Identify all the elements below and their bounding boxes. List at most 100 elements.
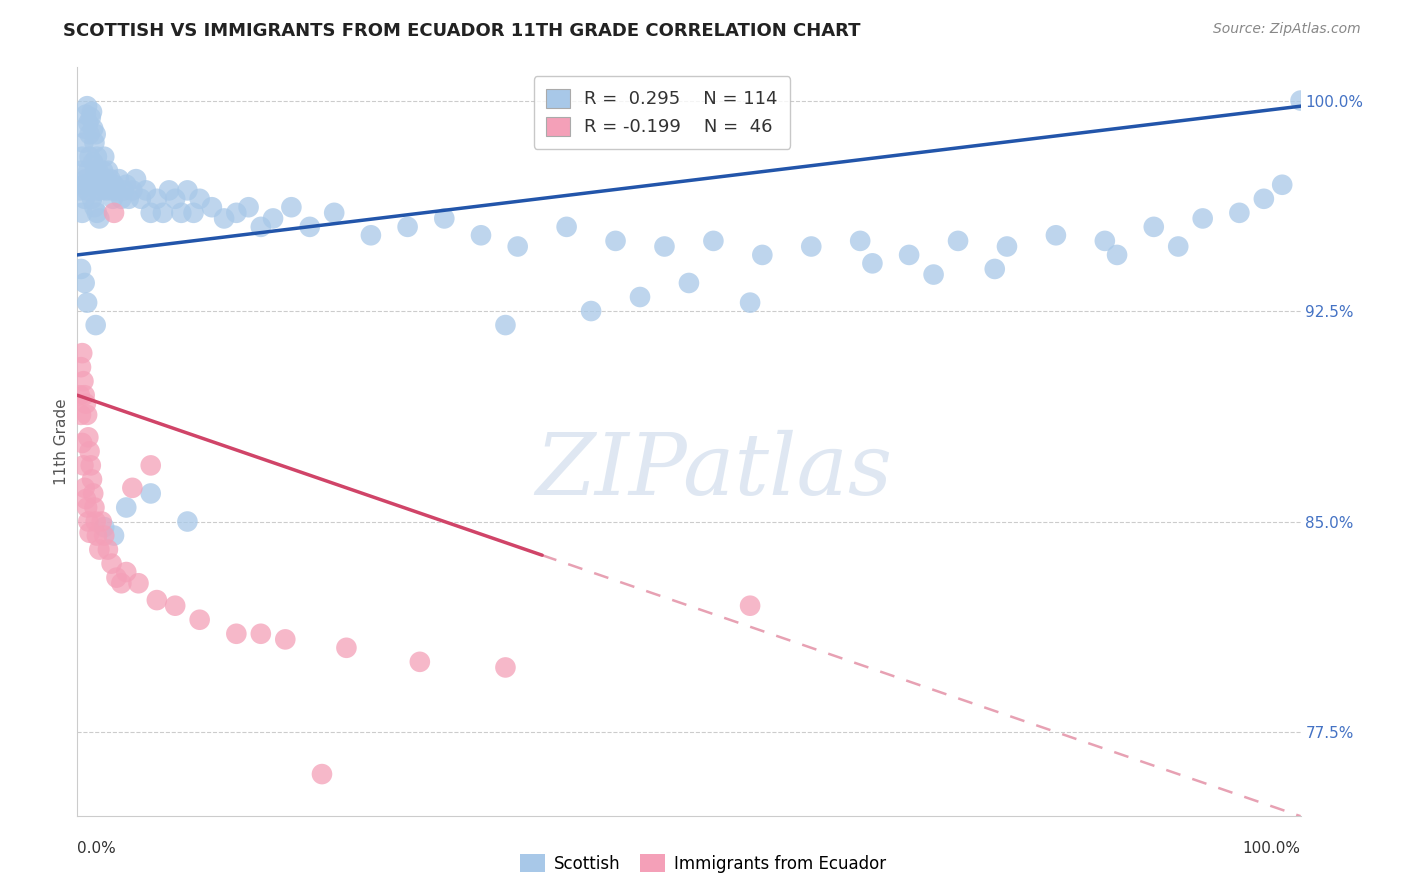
Point (100, 557, 122, 571)
Point (89, 211, 111, 226)
Point (188, 613, 211, 627)
Point (335, 640, 357, 655)
Point (70, 408, 93, 422)
Point (678, 276, 700, 290)
Point (311, 767, 333, 781)
Point (1107, 248, 1129, 262)
Point (146, 192, 169, 206)
Point (110, 576, 132, 591)
Point (89, 542, 111, 557)
Point (100, 183, 122, 197)
Point (73, 388, 96, 402)
Point (91, 163, 114, 178)
Point (70, 262, 93, 277)
Point (70, 360, 93, 375)
Point (605, 234, 627, 248)
Point (97, 163, 120, 178)
Point (77, 515, 100, 529)
Point (87, 183, 110, 197)
Point (127, 576, 149, 591)
Point (89, 178, 111, 192)
Point (82, 121, 104, 136)
Point (702, 234, 724, 248)
Point (76, 295, 98, 310)
Point (433, 211, 456, 226)
Point (103, 178, 125, 192)
Point (146, 593, 169, 607)
Point (1191, 211, 1213, 226)
Point (80, 472, 103, 486)
Point (93, 520, 115, 534)
Point (262, 211, 284, 226)
Point (238, 200, 260, 214)
Point (118, 192, 141, 206)
Point (751, 248, 773, 262)
Point (87, 163, 110, 178)
Point (94, 172, 117, 186)
Point (995, 239, 1018, 253)
Point (176, 183, 198, 197)
Point (70, 150, 93, 164)
Point (76, 183, 98, 197)
Point (75, 397, 97, 411)
Point (80, 458, 103, 473)
Text: Source: ZipAtlas.com: Source: ZipAtlas.com (1213, 22, 1361, 37)
Point (83, 200, 105, 214)
Point (103, 206, 125, 220)
Point (654, 239, 676, 253)
Text: ZIPatlas: ZIPatlas (534, 430, 891, 513)
Point (898, 248, 921, 262)
Point (96, 183, 118, 197)
Point (298, 219, 321, 234)
Point (922, 268, 945, 282)
Point (129, 192, 152, 206)
Point (79, 525, 101, 540)
Point (409, 655, 432, 669)
Point (108, 172, 131, 186)
Point (90, 515, 112, 529)
Point (103, 528, 125, 542)
Point (176, 515, 198, 529)
Point (579, 304, 602, 318)
Point (1253, 192, 1275, 206)
Point (73, 192, 96, 206)
Point (225, 627, 247, 641)
Point (76, 99, 98, 113)
Text: 0.0%: 0.0% (77, 841, 117, 856)
Point (323, 206, 346, 220)
Point (69, 388, 91, 402)
Point (84, 128, 107, 142)
Point (1289, 94, 1312, 108)
Point (212, 211, 235, 226)
Point (98, 172, 121, 186)
Point (105, 571, 128, 585)
Point (69, 183, 91, 197)
Point (86, 150, 108, 164)
Point (170, 206, 193, 220)
Point (70, 436, 93, 450)
Point (800, 239, 823, 253)
Point (1094, 234, 1116, 248)
Point (250, 219, 273, 234)
Legend: Scottish, Immigrants from Ecuador: Scottish, Immigrants from Ecuador (513, 847, 893, 880)
Point (83, 136, 105, 150)
Point (77, 163, 100, 178)
Point (76, 408, 98, 422)
Point (86, 206, 108, 220)
Point (984, 262, 1007, 277)
Point (80, 178, 103, 192)
Point (849, 234, 872, 248)
Point (84, 515, 107, 529)
Point (86, 528, 108, 542)
Point (79, 128, 101, 142)
Point (115, 500, 138, 515)
Point (225, 206, 247, 220)
Point (1271, 178, 1294, 192)
Point (495, 318, 517, 332)
Point (740, 295, 762, 310)
Point (1229, 206, 1251, 220)
Point (73, 276, 96, 290)
Point (360, 228, 382, 243)
Point (157, 183, 180, 197)
Point (280, 200, 302, 214)
